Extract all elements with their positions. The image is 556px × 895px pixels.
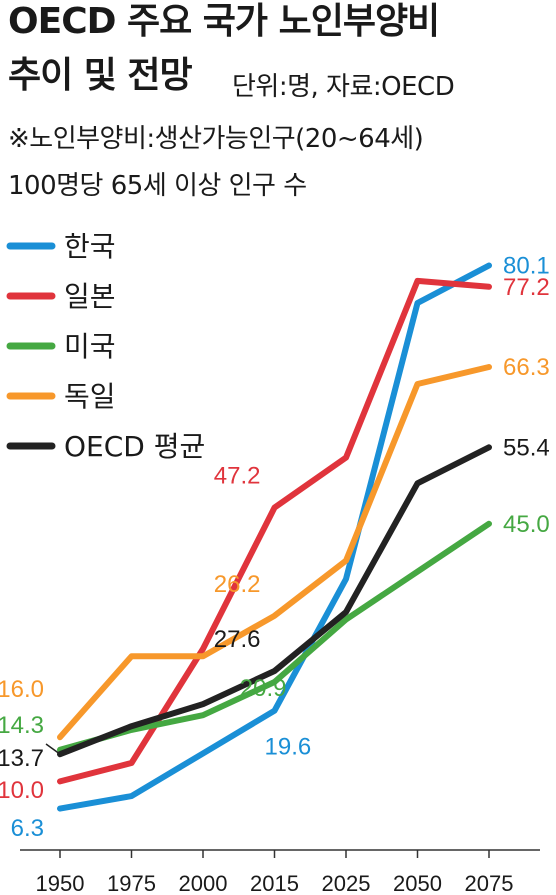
definition-note-line2: 100명당 65세 이상 인구 수 — [8, 171, 307, 201]
x-axis: 1950 1975 2000 2015 2025 2050 2075 — [20, 849, 540, 895]
data-label: 16.0 — [0, 676, 44, 703]
legend-label: 독일 — [64, 380, 116, 413]
x-tick-label: 2075 — [465, 871, 514, 895]
data-label: 26.2 — [214, 571, 261, 598]
legend-label: 일본 — [64, 280, 116, 313]
label-leader-line — [45, 743, 61, 755]
x-tick-label: 1950 — [36, 871, 85, 895]
definition-note-line1: ※노인부양비:생산가능인구(20~64세) — [8, 124, 424, 154]
data-label: 77.2 — [503, 274, 550, 301]
x-tick-label: 2000 — [179, 871, 228, 895]
data-label: 66.3 — [503, 354, 550, 381]
series-line — [57, 520, 492, 753]
data-label: 6.3 — [11, 815, 44, 842]
chart-title-line2: 추이 및 전망 — [8, 55, 193, 96]
data-label: 47.2 — [214, 463, 261, 490]
x-tick-label: 1975 — [107, 871, 156, 895]
series-line — [57, 277, 492, 785]
legend-label: 미국 — [64, 330, 116, 363]
data-label: 14.3 — [0, 712, 44, 739]
data-label: 10.0 — [0, 777, 44, 804]
data-label: 80.1 — [503, 252, 550, 279]
unit-source-note: 단위:명, 자료:OECD — [232, 72, 455, 102]
data-label: 20.9 — [240, 675, 287, 702]
data-label: 27.6 — [214, 626, 261, 653]
x-tick-label: 2050 — [393, 871, 442, 895]
series-lines — [45, 262, 492, 812]
series-line — [57, 444, 492, 758]
data-label: 55.4 — [503, 434, 550, 461]
series-line — [57, 364, 492, 741]
legend-label: OECD 평균 — [64, 430, 205, 463]
data-label: 13.7 — [0, 745, 44, 772]
data-label: 45.0 — [503, 511, 550, 538]
data-labels: 6.3 19.6 80.1 10.0 47.2 77.2 14.3 20.9 45.0 16.0 2… — [0, 252, 550, 842]
x-tick-label: 2025 — [322, 871, 371, 895]
series-line — [57, 262, 492, 812]
chart-title-line1: OECD 주요 국가 노인부양비 — [8, 1, 440, 42]
x-tick-label: 2015 — [250, 871, 299, 895]
legend-label: 한국 — [64, 230, 116, 263]
data-label: 19.6 — [265, 734, 312, 761]
